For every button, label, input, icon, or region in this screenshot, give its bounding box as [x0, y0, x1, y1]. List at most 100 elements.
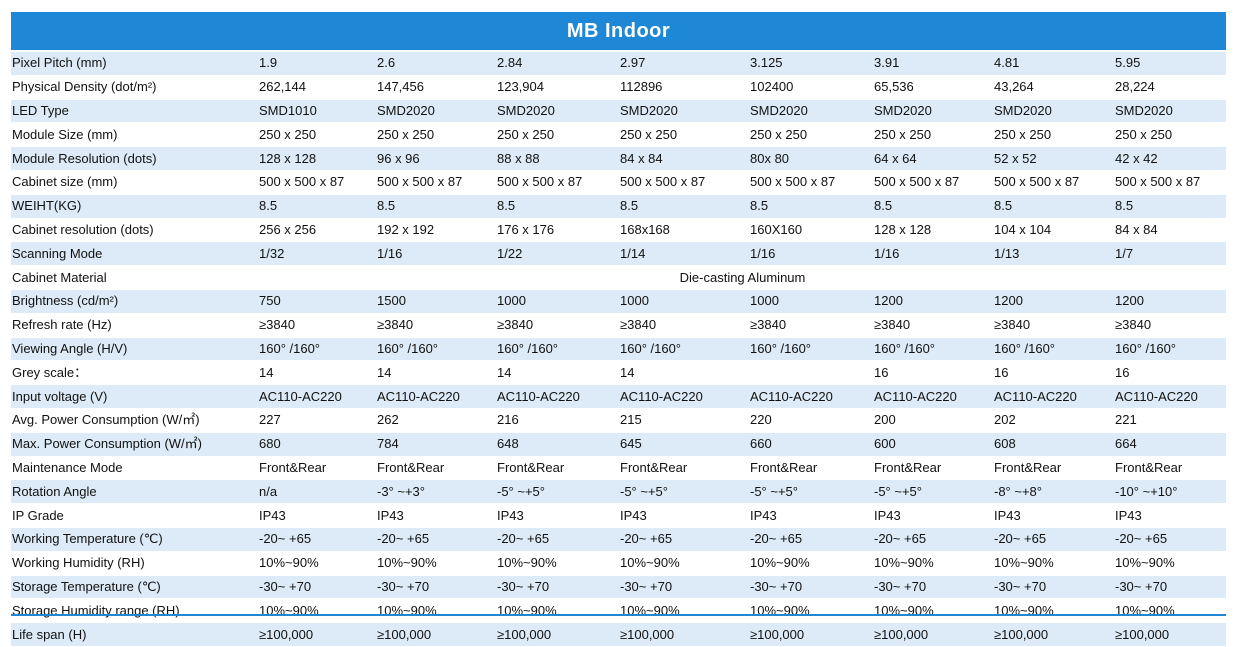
- table-cell: 2.6: [376, 52, 496, 76]
- table-cell: 43,264: [993, 75, 1114, 100]
- table-cell: -20~ +65: [619, 527, 749, 552]
- table-cell: 10%~90%: [619, 551, 749, 576]
- table-cell: 215: [619, 408, 749, 433]
- table-cell: 160° /160°: [1114, 337, 1226, 362]
- table-cell: 8.5: [993, 194, 1114, 219]
- table-cell: 16: [993, 360, 1114, 386]
- table-cell: 1.9: [258, 52, 376, 76]
- table-cell: Front&Rear: [258, 456, 376, 481]
- table-cell: 664: [1114, 432, 1226, 457]
- table-cell: 80x 80: [749, 146, 873, 171]
- table-cell: 192 x 192: [376, 218, 496, 243]
- table-cell: 500 x 500 x 87: [496, 170, 619, 195]
- table-cell: -5° ~+5°: [619, 479, 749, 505]
- table-cell: AC110-AC220: [993, 384, 1114, 409]
- row-label: Storage Temperature (℃): [11, 575, 258, 600]
- table-cell: 160X160: [749, 218, 873, 243]
- table-cell: ≥100,000: [376, 622, 496, 647]
- table-cell: 8.5: [376, 194, 496, 219]
- table-cell: 8.5: [258, 194, 376, 219]
- table-cell: -20~ +65: [1114, 527, 1226, 552]
- table-cell: -3° ~+3°: [376, 479, 496, 505]
- table-cell: 1500: [376, 289, 496, 314]
- table-cell: ≥3840: [258, 313, 376, 338]
- table-cell: ≥100,000: [496, 622, 619, 647]
- table-row: Grey scale： 14 14 14 14 16 16 16: [11, 360, 1226, 386]
- table-cell: 1/13: [993, 241, 1114, 267]
- table-cell: 65,536: [873, 75, 993, 100]
- table-cell: 262: [376, 408, 496, 433]
- table-cell: ≥3840: [1114, 313, 1226, 338]
- table-cell: -10° ~+10°: [1114, 479, 1226, 505]
- table-cell: 8.5: [873, 194, 993, 219]
- table-cell: 608: [993, 432, 1114, 457]
- table-cell: 500 x 500 x 87: [376, 170, 496, 195]
- table-cell: 220: [749, 408, 873, 433]
- table-cell: 500 x 500 x 87: [993, 170, 1114, 195]
- table-cell: SMD2020: [873, 99, 993, 124]
- table-cell: Front&Rear: [376, 456, 496, 481]
- row-label: Module Size (mm): [11, 122, 258, 148]
- table-cell: 123,904: [496, 75, 619, 100]
- row-label: Viewing Angle (H/V): [11, 337, 258, 362]
- table-cell: 84 x 84: [619, 146, 749, 171]
- row-label: Cabinet resolution (dots): [11, 218, 258, 243]
- table-cell: SMD2020: [993, 99, 1114, 124]
- table-cell: IP43: [1114, 503, 1226, 528]
- table-cell: ≥3840: [993, 313, 1114, 338]
- table-row: Cabinet resolution (dots) 256 x 256 192 x …: [11, 218, 1226, 243]
- table-cell: 10%~90%: [496, 598, 619, 624]
- table-cell: 500 x 500 x 87: [619, 170, 749, 195]
- table-cell: -20~ +65: [749, 527, 873, 552]
- table-cell: 10%~90%: [873, 551, 993, 576]
- row-label: Storage Humidity range (RH): [11, 598, 258, 624]
- table-cell: 160° /160°: [619, 337, 749, 362]
- table-cell: Front&Rear: [1114, 456, 1226, 481]
- table-cell: 1/7: [1114, 241, 1226, 267]
- table-cell: 600: [873, 432, 993, 457]
- table-cell: 250 x 250: [993, 122, 1114, 148]
- table-cell: AC110-AC220: [619, 384, 749, 409]
- table-cell: ≥100,000: [1114, 622, 1226, 647]
- row-label: Maintenance Mode: [11, 456, 258, 481]
- table-row: Storage Temperature (℃) -30~ +70 -30~ +70-…: [11, 575, 1226, 600]
- table-cell: IP43: [619, 503, 749, 528]
- table-cell: 500 x 500 x 87: [258, 170, 376, 195]
- table-cell: Front&Rear: [749, 456, 873, 481]
- table-cell: 128 x 128: [873, 218, 993, 243]
- table-cell: 10%~90%: [376, 598, 496, 624]
- table-row: Module Resolution (dots) 128 x 128 96 x 96…: [11, 146, 1226, 171]
- table-cell: 262,144: [258, 75, 376, 100]
- table-cell: 10%~90%: [749, 598, 873, 624]
- table-cell: 648: [496, 432, 619, 457]
- table-cell: 660: [749, 432, 873, 457]
- table-cell: SMD1010: [258, 99, 376, 124]
- row-label: Refresh rate (Hz): [11, 313, 258, 338]
- table-cell: 8.5: [496, 194, 619, 219]
- table-cell: 216: [496, 408, 619, 433]
- table-cell: 8.5: [619, 194, 749, 219]
- row-label: Avg. Power Consumption (W/㎡): [11, 408, 258, 433]
- row-label: Grey scale：: [11, 360, 258, 386]
- table-cell: 10%~90%: [749, 551, 873, 576]
- table-cell: SMD2020: [376, 99, 496, 124]
- table-cell: 14: [496, 360, 619, 386]
- table-cell: -30~ +70: [749, 575, 873, 600]
- table-cell: 14: [619, 360, 749, 386]
- table-cell: 250 x 250: [258, 122, 376, 148]
- table-cell: -30~ +70: [1114, 575, 1226, 600]
- table-cell: AC110-AC220: [1114, 384, 1226, 409]
- table-cell: 16: [1114, 360, 1226, 386]
- table-cell: AC110-AC220: [873, 384, 993, 409]
- table-cell: 1000: [749, 289, 873, 314]
- table-cell: ≥3840: [873, 313, 993, 338]
- table-cell: -30~ +70: [258, 575, 376, 600]
- table-cell: 221: [1114, 408, 1226, 433]
- table-row: Working Humidity (RH) 10%~90% 10%~90% 10%~9…: [11, 551, 1226, 576]
- table-row: LED Type SMD1010 SMD2020 SMD2020 SMD2020 SMD2…: [11, 99, 1226, 124]
- table-cell: n/a: [258, 479, 376, 505]
- table-cell: 128 x 128: [258, 146, 376, 171]
- table-cell: ≥100,000: [873, 622, 993, 647]
- row-label: Scanning Mode: [11, 241, 258, 267]
- table-row: Input voltage (V) AC110-AC220 AC110-AC220 A…: [11, 384, 1226, 409]
